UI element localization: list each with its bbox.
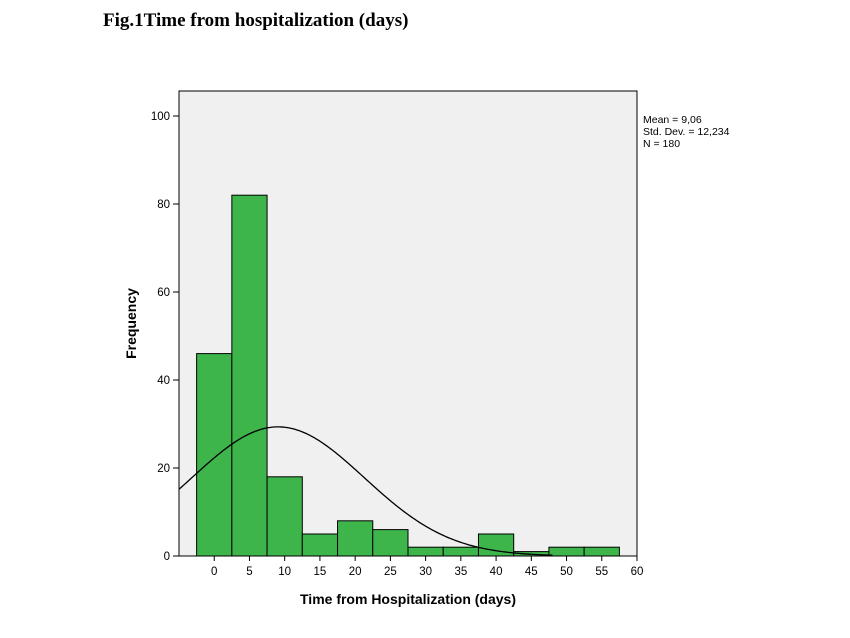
x-tick-label: 10	[278, 566, 291, 578]
x-tick-label: 40	[490, 566, 503, 578]
histogram-bar	[301, 533, 339, 557]
axes-group: 0 20 40 60 80 100 0 5 10 15 20 25 30 35 40 45 50 55 60	[151, 111, 644, 578]
histogram-bar	[372, 529, 409, 557]
histogram-bar	[337, 520, 374, 557]
x-tick-label: 25	[384, 566, 397, 578]
x-tick-label: 60	[631, 566, 644, 578]
normal-curve	[178, 426, 553, 556]
x-tick-label: 5	[246, 566, 252, 578]
x-axis-title: Time from Hospitalization (days)	[300, 591, 516, 607]
x-tick-label: 35	[454, 566, 467, 578]
bars-group	[196, 194, 620, 557]
y-tick-label: 60	[157, 287, 170, 299]
figure-caption: Fig.1Time from hospitalization (days)	[103, 10, 409, 31]
x-tick-label: 20	[349, 566, 362, 578]
y-tick-label: 40	[157, 375, 170, 387]
y-tick-label: 0	[164, 551, 170, 563]
x-tick-label: 50	[560, 566, 573, 578]
x-tick-label: 0	[211, 566, 217, 578]
x-tick-label: 30	[419, 566, 432, 578]
histogram-bar	[442, 546, 479, 557]
histogram-bar	[583, 546, 620, 557]
x-tick-label: 15	[314, 566, 327, 578]
x-tick-label: 45	[525, 566, 538, 578]
y-tick-label: 100	[151, 111, 170, 123]
histogram-bar	[548, 546, 585, 557]
histogram-bar	[266, 476, 303, 557]
x-tick-label: 55	[595, 566, 608, 578]
stats-line: N = 180	[643, 138, 680, 150]
y-axis-title: Frequency	[123, 288, 139, 359]
histogram-bar	[231, 194, 268, 557]
histogram-bar	[196, 353, 233, 557]
histogram-bar	[407, 546, 444, 557]
y-tick-label: 20	[157, 463, 170, 475]
y-tick-label: 80	[157, 199, 170, 211]
stats-line: Mean = 9,06	[643, 114, 702, 126]
stats-line: Std. Dev. = 12,234	[643, 126, 730, 138]
